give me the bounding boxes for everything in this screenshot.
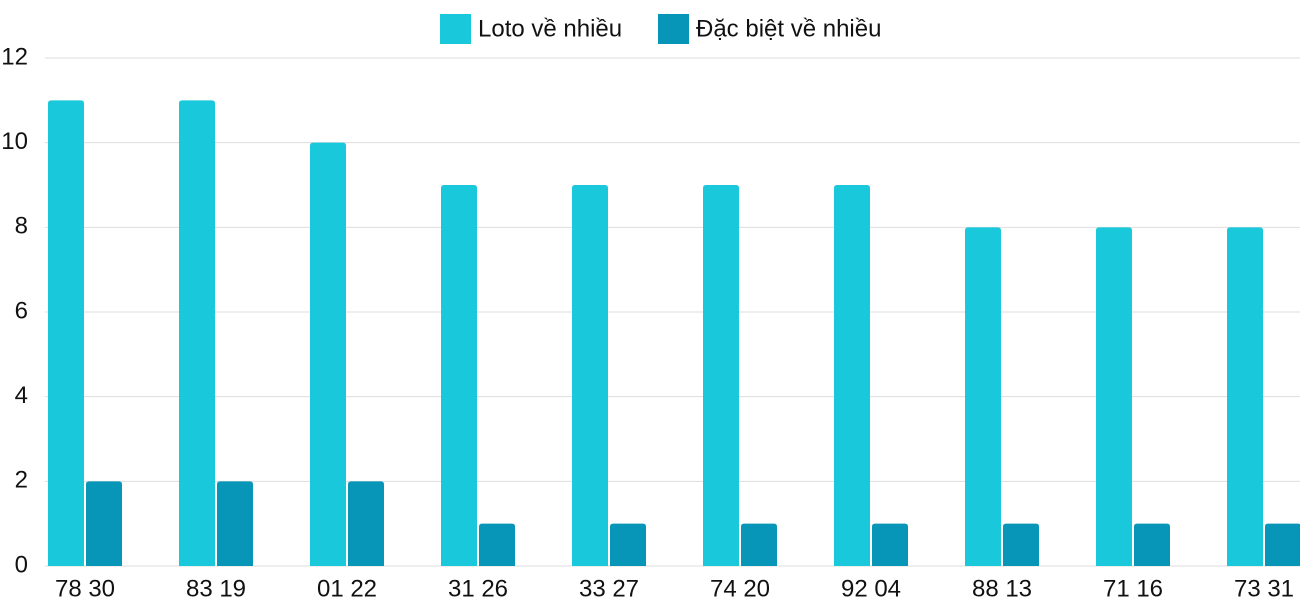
bar: [834, 185, 870, 566]
legend-swatch: [440, 14, 471, 44]
bar: [872, 523, 908, 566]
legend-label: Loto về nhiều: [478, 15, 622, 42]
y-tick-label: 8: [15, 213, 28, 240]
bar: [1265, 523, 1300, 566]
bar: [572, 185, 608, 566]
x-tick-label: 33 27: [579, 575, 639, 600]
x-tick-label: 78 30: [55, 575, 115, 600]
y-tick-label: 4: [15, 382, 28, 409]
legend-swatch: [658, 14, 689, 44]
bar: [965, 227, 1001, 567]
bar: [179, 100, 215, 566]
x-tick-label: 71 16: [1103, 575, 1163, 600]
x-tick-label: 74 20: [710, 575, 770, 600]
bar: [1003, 523, 1039, 566]
x-tick-label: 88 13: [972, 575, 1032, 600]
bar: [310, 142, 346, 566]
x-tick-label: 83 19: [186, 575, 246, 600]
x-tick-label: 01 22: [317, 575, 377, 600]
bar: [1096, 227, 1132, 567]
bar: [217, 481, 253, 566]
bar: [479, 523, 515, 566]
x-tick-label: 92 04: [841, 575, 901, 600]
x-tick-label: 31 26: [448, 575, 508, 600]
y-tick-label: 10: [1, 128, 28, 155]
bar: [86, 481, 122, 566]
bar: [348, 481, 384, 566]
x-tick-label: 73 31: [1234, 575, 1294, 600]
bar: [610, 523, 646, 566]
bar: [1134, 523, 1170, 566]
legend-label: Đặc biệt về nhiều: [696, 15, 881, 42]
y-tick-label: 6: [15, 297, 28, 324]
bar: [48, 100, 84, 566]
y-tick-label: 0: [15, 551, 28, 578]
bar: [741, 523, 777, 566]
bar: [441, 185, 477, 566]
bar: [1227, 227, 1263, 567]
bar: [703, 185, 739, 566]
y-tick-label: 12: [1, 43, 28, 70]
y-tick-label: 2: [15, 467, 28, 494]
